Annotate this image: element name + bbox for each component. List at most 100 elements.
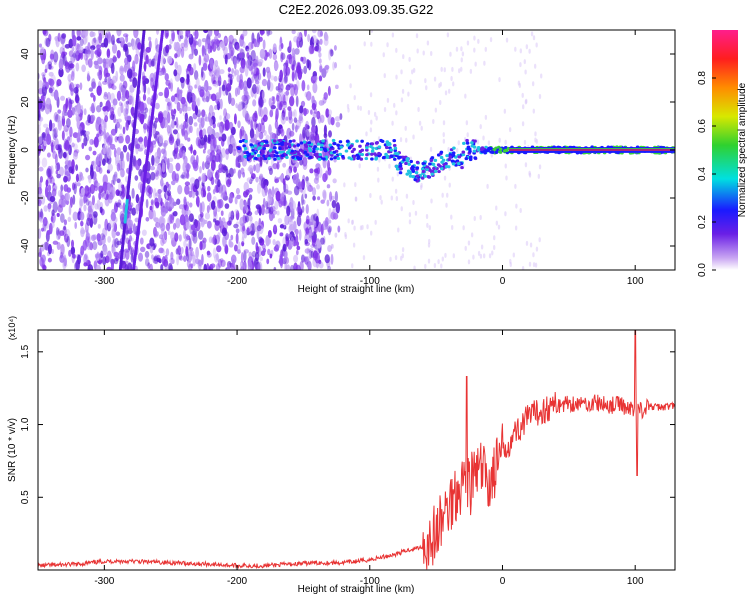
spectrogram-cell: [116, 49, 121, 59]
spectrogram-cell: [252, 84, 257, 94]
spectrogram-cell: [534, 262, 538, 268]
spectrogram-cell: [273, 224, 277, 232]
signal-cell: [405, 172, 410, 176]
spectrogram-cell: [257, 261, 263, 270]
spectrogram-cell: [257, 122, 262, 133]
signal-cell: [263, 156, 268, 161]
signal-cell: [445, 154, 449, 158]
spectrogram-cell: [79, 199, 83, 210]
signal-cell: [369, 152, 374, 156]
spectrogram-cell: [165, 98, 171, 103]
spectrogram-cell: [247, 197, 251, 210]
signal-cell: [380, 139, 385, 143]
spectrogram-cell: [446, 192, 449, 198]
spectrogram-cell: [293, 117, 298, 123]
spectrogram-cell: [326, 199, 330, 207]
signal-cell: [420, 176, 425, 180]
spectrogram-cell: [370, 30, 374, 33]
signal-cell: [502, 149, 507, 153]
spectrogram-cell: [216, 67, 221, 78]
spectrogram-cell: [80, 220, 84, 227]
spectrogram-cell: [434, 107, 438, 113]
spectrogram-cell: [168, 157, 174, 162]
spectrogram-cell: [234, 196, 238, 205]
spectrogram-cell: [205, 154, 210, 164]
spectrogram-cell: [43, 241, 49, 251]
spectrogram-cell: [229, 73, 235, 80]
signal-cell: [290, 149, 294, 153]
spectrogram-cell: [411, 69, 414, 75]
spectrogram-cell: [61, 194, 65, 201]
spectrogram-cell: [227, 173, 231, 178]
spectrogram-cell: [317, 115, 322, 124]
spectrogram-cell: [258, 236, 263, 244]
spectrogram-cell: [213, 80, 217, 85]
spectrogram-cell: [428, 238, 431, 244]
spectrogram-cell: [262, 247, 267, 253]
signal-cell: [375, 141, 379, 145]
spectrogram-cell: [89, 31, 95, 38]
spectrogram-cell: [38, 166, 44, 172]
spectrogram-cell: [201, 161, 205, 171]
spectrogram-cell: [274, 119, 279, 130]
spectrogram-cell: [101, 234, 106, 246]
spectrogram-cell: [322, 172, 328, 183]
spectrogram-cell: [154, 37, 158, 50]
signal-cell: [398, 155, 402, 159]
spectrogram-cell: [201, 201, 205, 213]
spectrogram-cell: [330, 116, 335, 126]
spectrogram-cell: [388, 163, 391, 169]
snr-ytick-label: 0.5: [20, 490, 31, 504]
spectrogram-cell: [222, 165, 228, 171]
spectrogram-cell: [80, 227, 85, 238]
spectrogram-cell: [70, 54, 76, 64]
spectrogram-cell: [132, 77, 138, 88]
spectrogram-cell: [180, 174, 185, 179]
spectrogram-cell: [38, 43, 42, 48]
spectrogram-cell: [138, 252, 144, 262]
spectrogram-cell: [117, 106, 122, 117]
spectrogram-ytick-label: -20: [20, 190, 31, 205]
signal-cell: [476, 146, 481, 150]
spectrogram-cell: [226, 263, 231, 270]
signal-cell: [360, 152, 365, 157]
signal-cell: [381, 156, 386, 160]
spectrogram-cell: [107, 163, 113, 172]
spectrogram-cell: [83, 53, 88, 61]
spectrogram-cell: [94, 203, 99, 210]
signal-cell: [300, 149, 305, 153]
spectrogram-cell: [57, 109, 62, 114]
spectrogram-cell: [469, 68, 473, 74]
spectrogram-cell: [183, 129, 188, 141]
spectrogram-cell: [109, 143, 116, 150]
spectrogram-cell: [396, 171, 400, 177]
spectrogram-cell: [206, 263, 210, 270]
spectrogram-cell: [151, 254, 154, 260]
spectrogram-cell: [70, 239, 75, 249]
spectrogram-cell: [261, 243, 266, 250]
spectrogram-cell: [486, 183, 489, 189]
signal-cell: [277, 156, 281, 161]
spectrogram-cell: [255, 264, 261, 270]
spectrogram-cell: [316, 110, 321, 120]
spectrogram-cell: [64, 166, 68, 176]
spectrogram-cell: [187, 250, 193, 262]
spectrogram-cell: [168, 134, 175, 146]
signal-cell: [365, 146, 369, 150]
spectrogram-cell: [149, 205, 153, 211]
spectrogram-cell: [73, 183, 77, 195]
spectrogram-cell: [258, 97, 264, 108]
signal-cell: [394, 164, 399, 168]
spectrogram-cell: [311, 125, 317, 134]
spectrogram-cell: [220, 192, 226, 198]
signal-cell: [465, 141, 470, 145]
spectrogram-cell: [206, 250, 211, 256]
spectrogram-cell: [104, 115, 109, 123]
spectrogram-cell: [56, 242, 61, 251]
spectrogram-cell: [93, 37, 97, 43]
spectrogram-cell: [163, 259, 169, 267]
spectrogram-cell: [82, 30, 87, 39]
spectrogram-cell: [166, 124, 171, 134]
spectrogram-cell: [41, 131, 47, 141]
spectrogram-cell: [104, 58, 110, 64]
